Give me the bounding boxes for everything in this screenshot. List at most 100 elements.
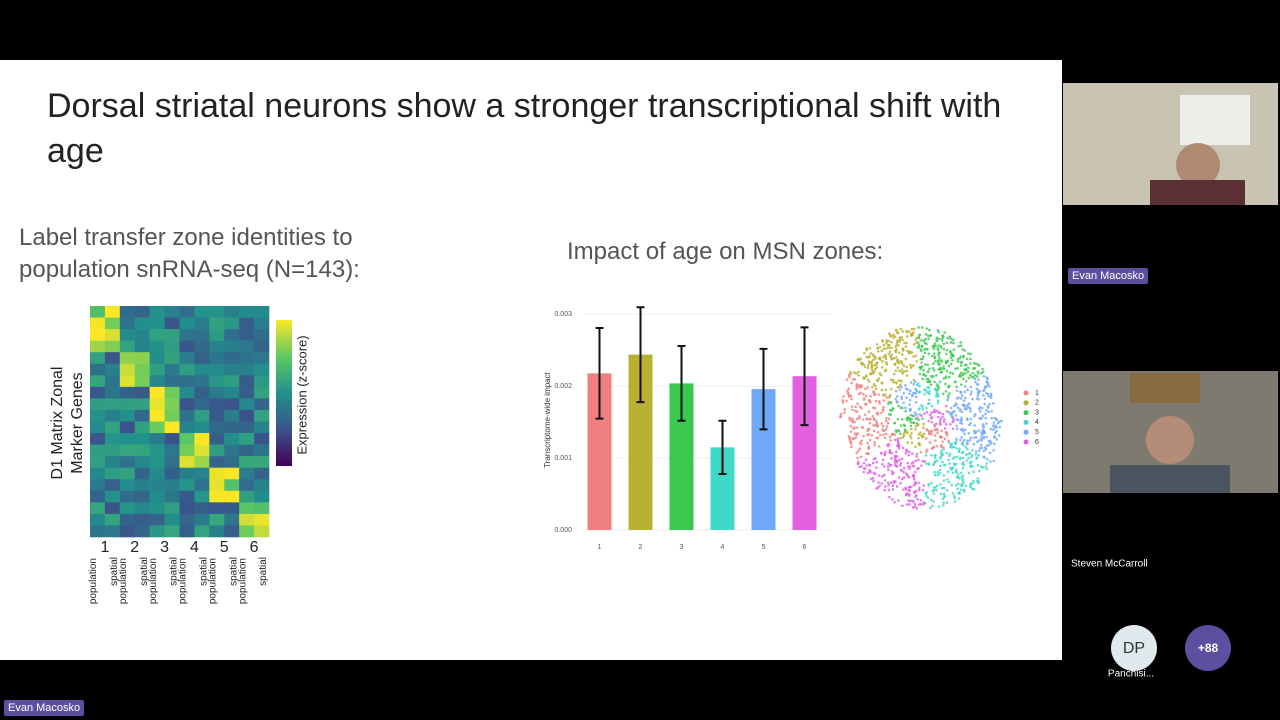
umap-dot	[904, 409, 907, 413]
umap-dot	[851, 419, 855, 423]
umap-dot	[985, 409, 988, 412]
umap-dot	[920, 414, 923, 417]
umap-dot	[960, 436, 963, 439]
heatmap-cell	[90, 398, 106, 411]
umap-dot	[938, 380, 942, 384]
umap-dot	[984, 465, 988, 469]
umap-dot	[927, 337, 931, 341]
umap-dot	[962, 377, 965, 381]
umap-dot	[963, 428, 967, 432]
umap-dot	[905, 335, 909, 338]
column-label: spatial	[199, 557, 210, 586]
umap-dot	[975, 435, 978, 439]
umap-dot	[851, 378, 855, 381]
umap-dot	[917, 341, 920, 344]
umap-dot	[914, 445, 917, 448]
umap-dot	[927, 432, 931, 436]
umap-dot	[873, 443, 876, 447]
umap-dot	[959, 371, 963, 375]
umap-dot	[900, 397, 904, 401]
umap-dot	[858, 414, 861, 418]
umap-dot	[954, 380, 957, 384]
umap-dot	[965, 417, 969, 420]
heatmap-cell	[194, 479, 210, 492]
heatmap-cell	[134, 375, 150, 388]
more-participants[interactable]	[1185, 625, 1231, 671]
umap-dot	[912, 343, 916, 346]
umap-dot	[866, 471, 870, 475]
umap-dot	[877, 445, 881, 448]
umap-dot	[922, 432, 926, 436]
heatmap-cell	[224, 329, 240, 341]
umap-dot	[942, 501, 945, 505]
heatmap-cell	[149, 306, 165, 318]
umap-dot	[885, 339, 888, 342]
umap-dot	[898, 464, 902, 467]
umap-dot	[983, 402, 987, 406]
umap-dot	[889, 401, 893, 405]
umap-dot	[850, 381, 853, 385]
umap-dot	[894, 480, 897, 483]
heatmap-cell	[134, 306, 150, 318]
umap-dot	[928, 413, 932, 417]
umap-dot	[891, 407, 895, 410]
umap-dot	[921, 459, 925, 463]
umap-dot	[901, 372, 904, 375]
umap-dot	[895, 358, 899, 362]
umap-dot	[944, 361, 948, 365]
umap-dot	[921, 377, 924, 381]
umap-dot	[966, 439, 969, 442]
umap-dot	[889, 387, 893, 391]
column-label: spatial	[169, 557, 180, 586]
umap-dot	[913, 490, 916, 494]
umap-dot	[882, 465, 886, 468]
heatmap-cell	[239, 329, 255, 341]
umap-dot	[974, 430, 978, 433]
umap-dot	[967, 456, 970, 460]
umap-dot	[918, 372, 922, 376]
heatmap-cell	[179, 479, 195, 492]
umap-dot	[960, 484, 963, 488]
heatmap-cell	[239, 363, 255, 376]
umap-dot	[910, 427, 913, 431]
umap-dot	[905, 503, 909, 506]
umap-dot	[888, 435, 892, 439]
heatmap-cell	[224, 467, 240, 480]
umap-dot	[929, 334, 932, 338]
umap-dot	[986, 381, 990, 384]
umap-dot	[883, 473, 886, 477]
umap-dot	[982, 435, 986, 439]
umap-dot	[855, 417, 859, 421]
umap-dot	[959, 344, 963, 348]
umap-dot	[908, 465, 912, 468]
heatmap-cell	[149, 421, 165, 434]
umap-dot	[943, 494, 947, 498]
umap-dot	[960, 360, 964, 364]
umap-dot	[961, 478, 965, 481]
heatmap-cell	[90, 317, 106, 330]
umap-dot	[985, 435, 988, 439]
avatar[interactable]	[1111, 625, 1157, 671]
umap-dot	[917, 488, 921, 492]
umap-dot	[927, 377, 930, 381]
umap-dot	[876, 436, 880, 440]
umap-dot	[977, 453, 981, 457]
umap-dot	[913, 470, 917, 474]
heatmap-cell	[90, 421, 106, 434]
umap-dot	[908, 434, 912, 437]
umap-dot	[951, 457, 955, 460]
umap-dot	[935, 459, 939, 463]
umap-dot	[876, 411, 880, 415]
umap-dot	[939, 464, 942, 468]
group-label: 2	[130, 539, 139, 556]
umap-dot	[989, 396, 993, 399]
umap-dot	[957, 482, 960, 486]
umap-dot	[961, 440, 965, 444]
heatmap-cell	[254, 317, 270, 330]
umap-dot	[910, 334, 913, 337]
heatmap-cell	[149, 502, 165, 515]
umap-dot	[883, 453, 887, 457]
umap-dot	[892, 333, 895, 336]
umap-dot	[885, 416, 888, 420]
participant-name: Steven McCarroll	[1071, 559, 1148, 570]
